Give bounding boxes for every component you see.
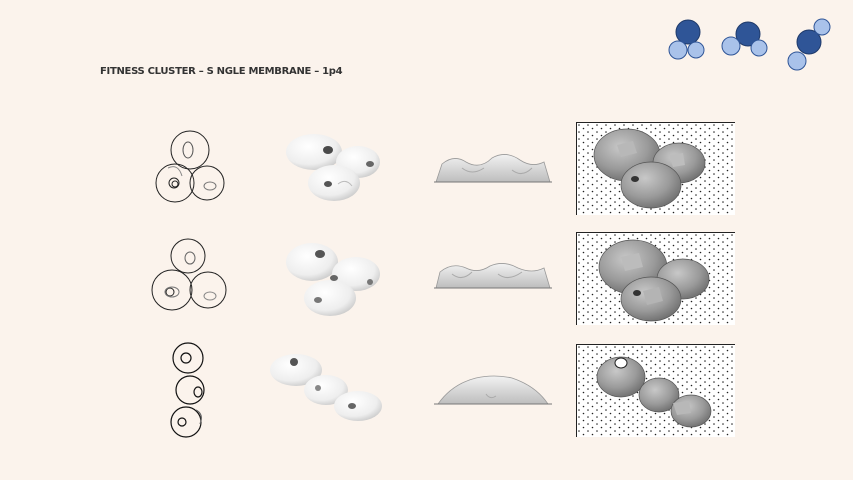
row2-white-render xyxy=(286,243,380,316)
row3-elevation xyxy=(434,375,552,405)
row1-white-render xyxy=(286,134,380,201)
row2-plan-sketch xyxy=(151,238,227,311)
cluster-icon-2 xyxy=(721,21,768,57)
row3-shaded-render xyxy=(576,344,735,437)
cluster-icon-3 xyxy=(787,18,831,71)
row2-shaded-render xyxy=(576,232,735,325)
row1-shaded-render xyxy=(576,122,735,215)
row3-plan-sketch xyxy=(170,342,205,438)
row2-elevation xyxy=(434,263,552,289)
row1-plan-sketch xyxy=(155,130,225,203)
cluster-icon-1 xyxy=(668,19,705,60)
row3-white-render xyxy=(270,354,382,421)
page-title: FITNESS CLUSTER – S NGLE MEMBRANE – 1p4 xyxy=(100,66,343,77)
row1-elevation xyxy=(434,154,552,183)
